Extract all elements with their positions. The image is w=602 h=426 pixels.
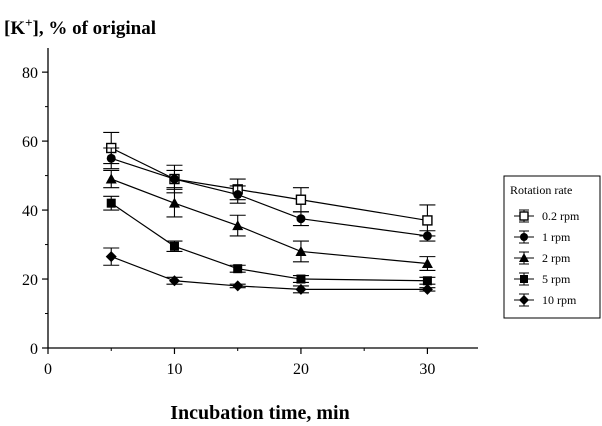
data-point	[169, 174, 179, 184]
data-point	[169, 241, 179, 251]
series-line	[110, 202, 428, 282]
data-point	[422, 215, 433, 226]
data-point	[106, 198, 116, 208]
legend-item: 0.2 rpm	[514, 209, 580, 223]
legend-item: 10 rpm	[514, 293, 577, 307]
data-point	[295, 194, 307, 205]
legend-label: 5 rpm	[542, 272, 571, 286]
legend-title: Rotation rate	[510, 183, 572, 197]
x-tick-label: 30	[419, 361, 435, 378]
legend-item: 1 rpm	[514, 230, 571, 244]
x-axis-label: Incubation time, min	[170, 402, 349, 424]
y-tick-label: 80	[22, 65, 38, 82]
series-3	[103, 169, 436, 271]
series-line	[110, 147, 428, 222]
series-line	[111, 256, 428, 290]
plot-area	[103, 131, 436, 295]
series-2	[103, 147, 436, 242]
data-point	[421, 283, 433, 295]
legend-label: 1 rpm	[542, 230, 571, 244]
data-point	[105, 173, 117, 184]
legend-marker	[520, 233, 528, 241]
chart-title: [K+], % of original	[4, 15, 156, 39]
legend-item: 5 rpm	[514, 272, 571, 286]
data-point	[233, 190, 243, 200]
x-tick-label: 0	[44, 361, 52, 378]
legend-marker	[520, 275, 528, 283]
x-tick-label: 10	[166, 361, 182, 378]
data-point	[168, 275, 180, 287]
legend-label: 2 rpm	[542, 251, 571, 265]
y-tick-label: 0	[30, 341, 38, 358]
data-point	[232, 280, 244, 292]
legend-label: 10 rpm	[542, 293, 577, 307]
legend-item: 2 rpm	[514, 251, 571, 265]
data-point	[296, 274, 306, 284]
data-point	[295, 245, 307, 256]
data-point	[232, 220, 244, 231]
y-tick-label: 40	[22, 203, 38, 220]
legend-marker	[519, 211, 529, 221]
legend-marker	[519, 253, 529, 262]
series-5	[103, 247, 436, 295]
data-point	[105, 251, 117, 263]
data-point	[168, 197, 180, 208]
y-tick-label: 20	[22, 272, 38, 289]
x-tick-label: 20	[293, 361, 309, 378]
y-tick-label: 60	[22, 134, 38, 151]
axes: 0 10 20 30 0 20 40 60 80	[22, 48, 478, 378]
data-point	[422, 231, 432, 241]
series-line	[111, 178, 428, 265]
legend-label: 0.2 rpm	[542, 209, 580, 223]
data-point	[296, 214, 306, 224]
series-1	[103, 131, 436, 237]
data-point	[421, 258, 433, 269]
data-point	[422, 276, 432, 286]
legend-marker	[519, 295, 529, 305]
data-point	[106, 153, 116, 163]
data-point	[295, 283, 307, 295]
legend: Rotation rate 0.2 rpm 1 rpm 2 rpm 5 rpm 10 rp…	[503, 175, 601, 319]
data-point	[233, 264, 243, 274]
series-4	[103, 195, 436, 286]
